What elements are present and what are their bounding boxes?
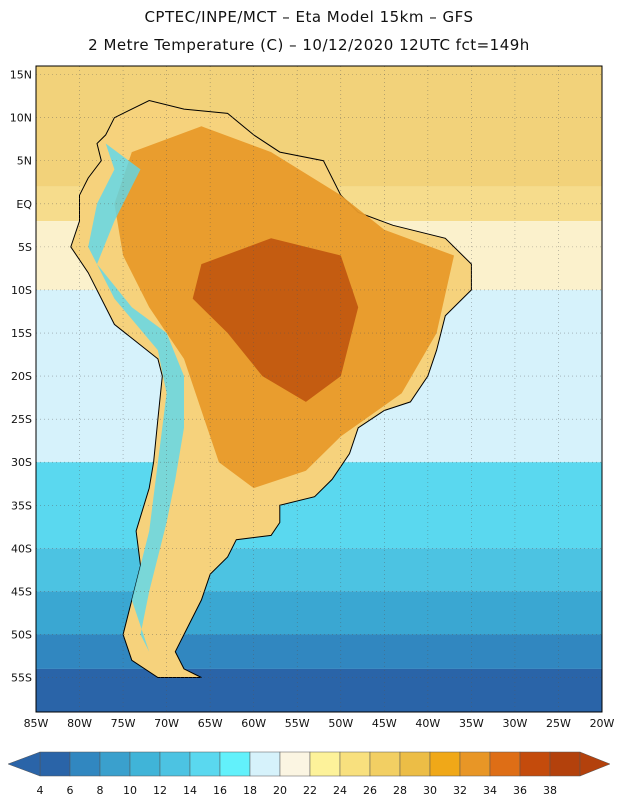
legend-swatch [39,751,71,777]
lat-label: 25S [11,413,32,426]
legend-label: 30 [423,784,437,797]
lon-label: 75W [111,717,136,730]
ocean-band [36,591,602,635]
legend-label: 24 [333,784,347,797]
lon-label: 55W [285,717,310,730]
lat-label: 10N [10,112,32,125]
legend-label: 28 [393,784,407,797]
lon-label: 85W [24,717,49,730]
lon-label: 70W [154,717,179,730]
legend-label: 4 [37,784,44,797]
legend-swatch [309,751,341,777]
hot-region [192,238,359,402]
legend-swatch [129,751,161,777]
legend-arrow-left [7,751,41,777]
legend-label: 20 [273,784,287,797]
lon-label: 45W [372,717,397,730]
lon-label: 40W [415,717,440,730]
lat-label: 15N [10,69,32,82]
legend-swatch [399,751,431,777]
lat-label: 35S [11,499,32,512]
legend-label: 32 [453,784,467,797]
temperature-map: 15N 10N 5N EQ 5S 10S 15S 20S 25S 30S 35S 40S 45S 50S 5… [10,65,615,730]
legend-arrow-right [579,751,611,777]
legend-label: 38 [543,784,557,797]
legend-label: 8 [97,784,104,797]
lat-label: 30S [11,456,32,469]
legend-swatch [549,751,581,777]
ocean-band [36,634,602,669]
lon-label: 30W [502,717,527,730]
legend-label: 34 [483,784,497,797]
legend-swatch [249,751,281,777]
legend-swatch [99,751,131,777]
lat-label: 20S [11,370,32,383]
lon-label: 80W [67,717,92,730]
lon-label: 20W [590,717,615,730]
legend-swatch [459,751,491,777]
ocean-band [36,668,602,712]
map-title-line1: CPTEC/INPE/MCT – Eta Model 15km – GFS [144,8,474,26]
legend-swatch [159,751,191,777]
lat-label: EQ [16,198,32,211]
lon-label: 60W [241,717,266,730]
lat-label: 15S [11,327,32,340]
legend-label: 22 [303,784,317,797]
andes-cool-strip [88,143,184,652]
lat-label: 5S [18,241,32,254]
ocean-band [36,548,602,592]
legend-swatch [219,751,251,777]
legend-swatch [339,751,371,777]
legend-swatch [279,751,311,777]
lat-label: 40S [11,542,32,555]
legend-label: 18 [243,784,257,797]
lon-label: 50W [328,717,353,730]
legend-label: 14 [183,784,197,797]
map-field [36,66,602,712]
legend-swatch [69,751,101,777]
legend-label: 36 [513,784,527,797]
legend-swatch [429,751,461,777]
legend-label: 26 [363,784,377,797]
lat-label: 5N [17,155,32,168]
legend-swatch [489,751,521,777]
legend-swatch [519,751,551,777]
map-title-line2: 2 Metre Temperature (C) – 10/12/2020 12U… [88,36,530,54]
legend-swatch [189,751,221,777]
map-frame [35,65,603,713]
lat-label: 50S [11,628,32,641]
lat-label: 10S [11,284,32,297]
legend-label: 16 [213,784,227,797]
lon-label: 35W [459,717,484,730]
legend-label: 10 [123,784,137,797]
lon-label: 65W [198,717,223,730]
legend-label: 6 [67,784,74,797]
legend-label: 12 [153,784,167,797]
lat-label: 45S [11,585,32,598]
lat-label: 55S [11,672,32,685]
legend-swatch [369,751,401,777]
lon-label: 25W [546,717,571,730]
